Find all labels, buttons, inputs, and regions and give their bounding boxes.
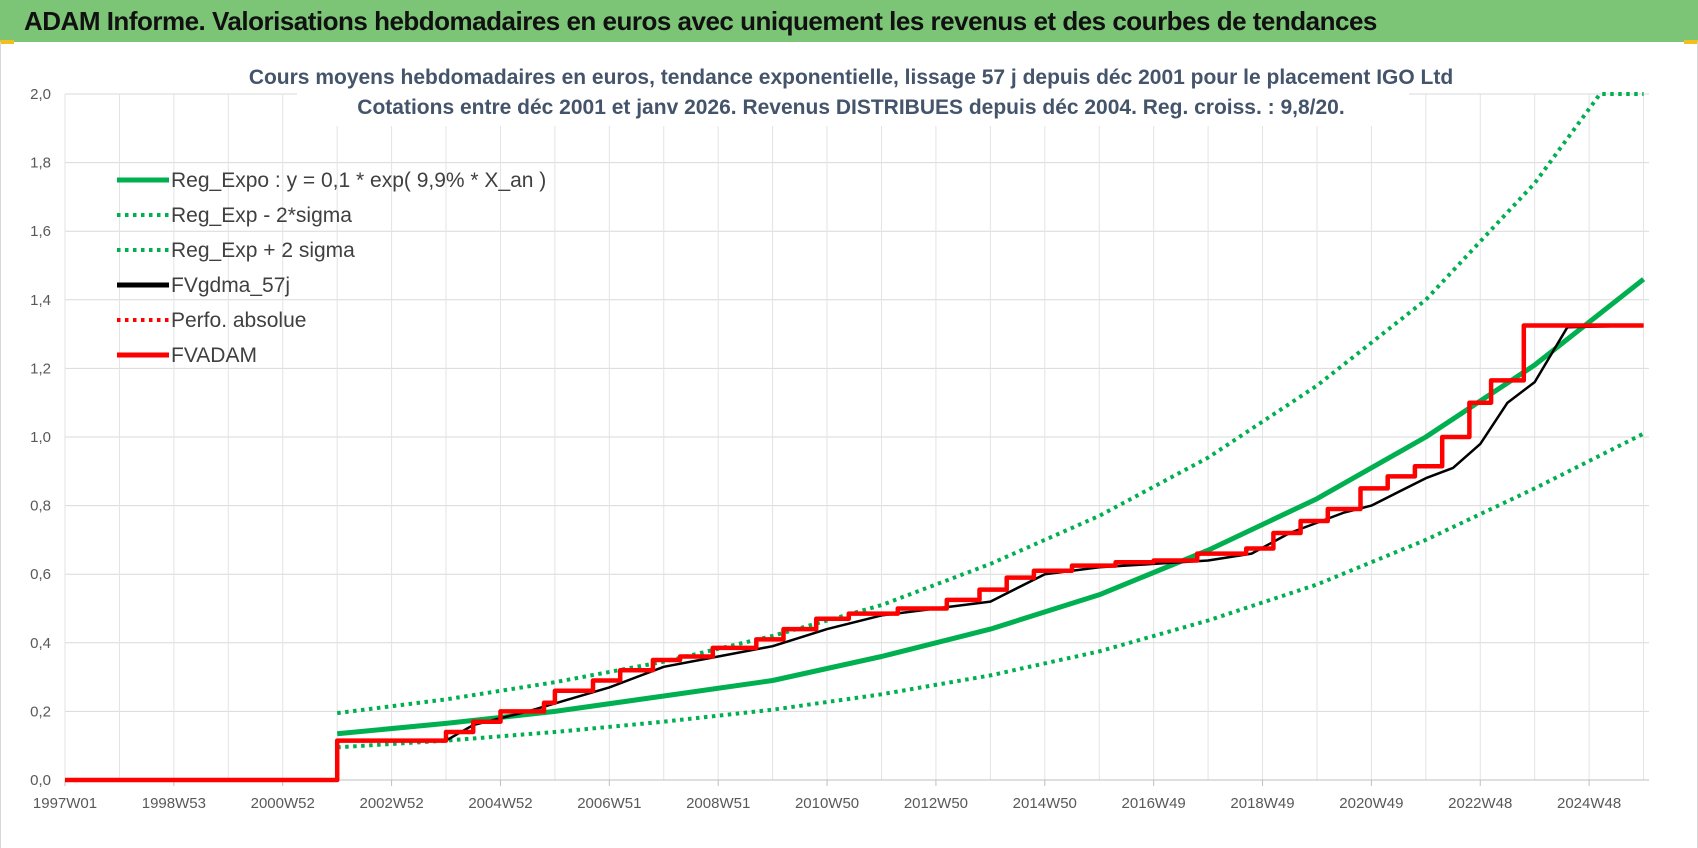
- x-tick-label: 1998W53: [142, 795, 206, 812]
- chart-grid: [64, 93, 1649, 781]
- x-tick-label: 2014W50: [1013, 795, 1077, 812]
- x-tick-label: 2000W52: [251, 795, 315, 812]
- legend-label-3: FVgdma_57j: [171, 274, 290, 297]
- x-tick-label: 2022W48: [1448, 795, 1512, 812]
- corner-mark-left: [0, 40, 14, 44]
- chart-series: [65, 92, 1646, 783]
- x-tick-label: 2008W51: [686, 795, 750, 812]
- x-tick-label: 2002W52: [359, 795, 423, 812]
- x-tick-label: 2016W49: [1122, 795, 1186, 812]
- y-tick-label: 1,2: [30, 360, 51, 377]
- x-tick-label: 2010W50: [795, 795, 859, 812]
- y-tick-label: 0,8: [30, 498, 51, 515]
- y-axis-ticks: 0,0 0,2 0,4 0,6 0,8 1,0 1,2 1,4 1,6 1,8 2,0: [30, 86, 51, 789]
- y-tick-label: 1,4: [30, 292, 51, 309]
- x-tick-label: 1997W01: [33, 795, 97, 812]
- chart-legend: Reg_Expo : y = 0,1 * exp( 9,9% * X_an ) R…: [117, 169, 546, 367]
- corner-mark-right: [1684, 40, 1698, 44]
- y-tick-label: 1,0: [30, 429, 51, 446]
- series-line-0: [336, 277, 1646, 737]
- series-line-3: [65, 324, 1644, 782]
- chart-title-line-1: Cours moyens hebdomadaires en euros, ten…: [249, 66, 1453, 89]
- y-tick-label: 0,4: [30, 635, 51, 652]
- legend-label-2: Reg_Exp + 2 sigma: [171, 239, 355, 262]
- y-tick-label: 1,6: [30, 223, 51, 240]
- page-title: ADAM Informe. Valorisations hebdomadaire…: [24, 5, 1377, 36]
- chart-title-line-2: Cotations entre déc 2001 et janv 2026. R…: [357, 96, 1344, 119]
- legend-label-5: FVADAM: [171, 344, 257, 367]
- series-line-5: [65, 323, 1644, 783]
- series-line-1: [337, 431, 1645, 750]
- y-tick-label: 2,0: [30, 86, 51, 103]
- chart-title-bg: [297, 60, 1409, 126]
- y-tick-label: 0,0: [30, 772, 51, 789]
- x-tick-label: 2012W50: [904, 795, 968, 812]
- legend-label-1: Reg_Exp - 2*sigma: [171, 204, 352, 227]
- legend-label-0: Reg_Expo : y = 0,1 * exp( 9,9% * X_an ): [171, 169, 546, 192]
- legend-label-4: Perfo. absolue: [171, 309, 306, 332]
- x-tick-label: 2024W48: [1557, 795, 1621, 812]
- y-tick-label: 0,6: [30, 566, 51, 583]
- x-tick-label: 2004W52: [468, 795, 532, 812]
- y-tick-label: 0,2: [30, 703, 51, 720]
- x-tick-label: 2006W51: [577, 795, 641, 812]
- chart-area: 0,0 0,2 0,4 0,6 0,8 1,0 1,2 1,4 1,6 1,8 2,0 1997W0…: [0, 42, 1698, 848]
- line-chart: 0,0 0,2 0,4 0,6 0,8 1,0 1,2 1,4 1,6 1,8 2,0 1997W0…: [30, 60, 1649, 812]
- header-bar: ADAM Informe. Valorisations hebdomadaire…: [0, 0, 1698, 42]
- series-line-4: [65, 738, 446, 782]
- x-axis-ticks: 1997W01 1998W53 2000W52 2002W52 2004W52 2006W…: [33, 780, 1621, 812]
- x-tick-label: 2018W49: [1230, 795, 1294, 812]
- y-tick-label: 1,8: [30, 155, 51, 172]
- x-tick-label: 2020W49: [1339, 795, 1403, 812]
